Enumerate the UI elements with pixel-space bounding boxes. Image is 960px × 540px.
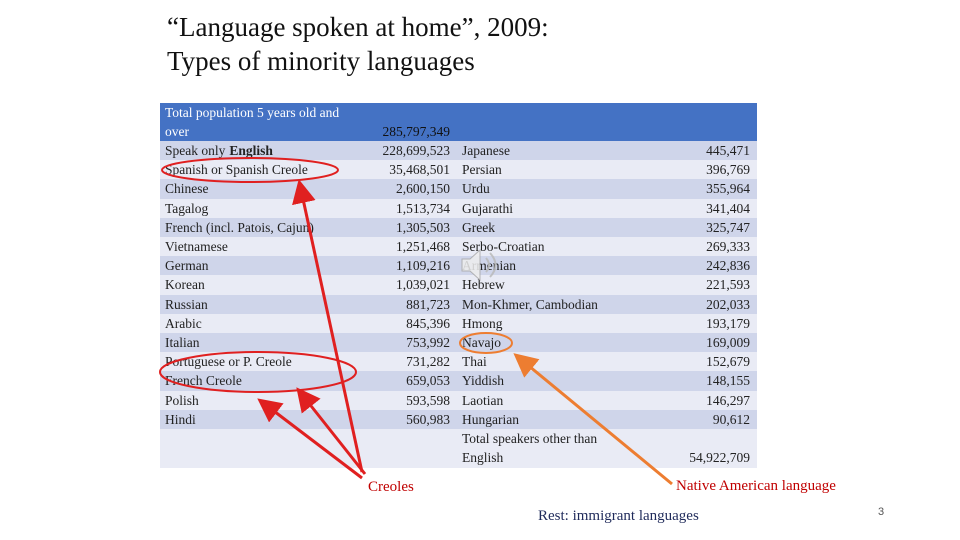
annotation: Native American language <box>676 478 836 494</box>
cell: 881,723 <box>406 296 450 312</box>
row-band <box>160 237 757 257</box>
cell: Greek <box>462 219 495 235</box>
highlight <box>459 332 513 354</box>
cell: 355,964 <box>706 181 750 197</box>
row-band <box>160 294 757 314</box>
arrow <box>296 387 367 475</box>
cell: Gujarathi <box>462 200 513 216</box>
cell: Spanish or Spanish Creole <box>165 162 308 178</box>
header-label: Total population 5 years old and over <box>165 105 340 139</box>
cell: 242,836 <box>706 258 750 274</box>
cell: Tagalog <box>165 200 209 216</box>
cell: Laotian <box>462 392 504 408</box>
table: Total population 5 years old and over 285… <box>160 103 757 468</box>
cell: Yiddish <box>462 373 505 389</box>
row-band <box>160 371 757 391</box>
cell: 845,396 <box>406 315 450 331</box>
cell: German <box>165 258 209 274</box>
row-band <box>160 352 757 372</box>
cell: Chinese <box>165 181 209 197</box>
arrow <box>292 179 364 473</box>
cell: 1,039,021 <box>396 277 450 293</box>
cell: 146,297 <box>706 392 750 408</box>
highlight <box>161 157 339 183</box>
cell: Hebrew <box>462 277 505 293</box>
cell: Serbo-Croatian <box>462 239 545 254</box>
speaker-icon <box>461 248 497 282</box>
cell: 445,471 <box>706 143 750 158</box>
cell: 2,600,150 <box>396 181 450 197</box>
row-band <box>160 333 757 353</box>
cell: 169,009 <box>706 335 750 350</box>
cell: Speak only English <box>165 141 273 160</box>
cell: 341,404 <box>706 200 750 216</box>
cell: 269,333 <box>706 239 750 254</box>
cell: 148,155 <box>706 373 750 389</box>
title-line: “Language spoken at home”, 2009: <box>167 12 549 42</box>
cell: Urdu <box>462 181 490 197</box>
cell: 152,679 <box>706 354 750 370</box>
cell: Hindi <box>165 411 196 427</box>
cell-emphasis: English <box>229 143 273 158</box>
title-line: Types of minority languages <box>167 46 475 76</box>
cell: 753,992 <box>406 335 450 350</box>
cell: 228,699,523 <box>382 143 451 158</box>
cell: Russian <box>165 296 208 312</box>
cell: Portuguese or P. Creole <box>165 354 292 370</box>
cell: 221,593 <box>706 277 750 293</box>
row-band <box>160 160 757 180</box>
page-number: 3 <box>878 506 885 518</box>
cell: Hmong <box>462 315 503 331</box>
cell: Mon-Khmer, Cambodian <box>462 296 598 312</box>
cell: Persian <box>462 162 502 178</box>
cell: 193,179 <box>706 315 750 331</box>
cell: 731,282 <box>406 354 450 370</box>
cell: 1,305,503 <box>396 219 450 235</box>
row-band <box>160 409 757 429</box>
cell: Total speakers other than English <box>462 431 598 465</box>
annotation: Creoles <box>368 479 414 495</box>
cell: 1,109,216 <box>396 258 450 274</box>
header-band <box>160 103 757 141</box>
annotation: Rest: immigrant languages <box>538 508 699 524</box>
cell: 1,513,734 <box>396 200 450 216</box>
cell: Navajo <box>462 335 501 350</box>
highlight <box>159 351 357 393</box>
arrow <box>513 353 673 486</box>
cell: Polish <box>165 392 199 408</box>
cell: 90,612 <box>712 411 750 427</box>
cell: Vietnamese <box>165 239 228 254</box>
cell: French (incl. Patois, Cajun) <box>165 219 314 235</box>
cell: Italian <box>165 335 200 350</box>
row-band <box>160 256 757 276</box>
cell: Arabic <box>165 315 202 331</box>
cell: Hungarian <box>462 411 519 427</box>
cell: Thai <box>462 354 487 370</box>
row-band <box>160 313 757 333</box>
row-band <box>160 275 757 295</box>
cell: 35,468,501 <box>389 162 450 178</box>
cell: 593,598 <box>406 392 450 408</box>
cell: 1,251,468 <box>396 239 450 254</box>
cell: 659,053 <box>406 373 450 389</box>
cell: 202,033 <box>706 296 750 312</box>
cell: 560,983 <box>406 411 450 427</box>
cell: 325,747 <box>706 219 750 235</box>
cell: Korean <box>165 277 205 293</box>
row-band <box>160 141 757 161</box>
cell: 396,769 <box>706 162 750 178</box>
header-value: 285,797,349 <box>382 124 451 139</box>
arrow <box>257 398 363 480</box>
cell-text: Speak only <box>165 143 226 158</box>
cell: Japanese <box>462 143 510 158</box>
cell: 54,922,709 <box>689 450 750 466</box>
